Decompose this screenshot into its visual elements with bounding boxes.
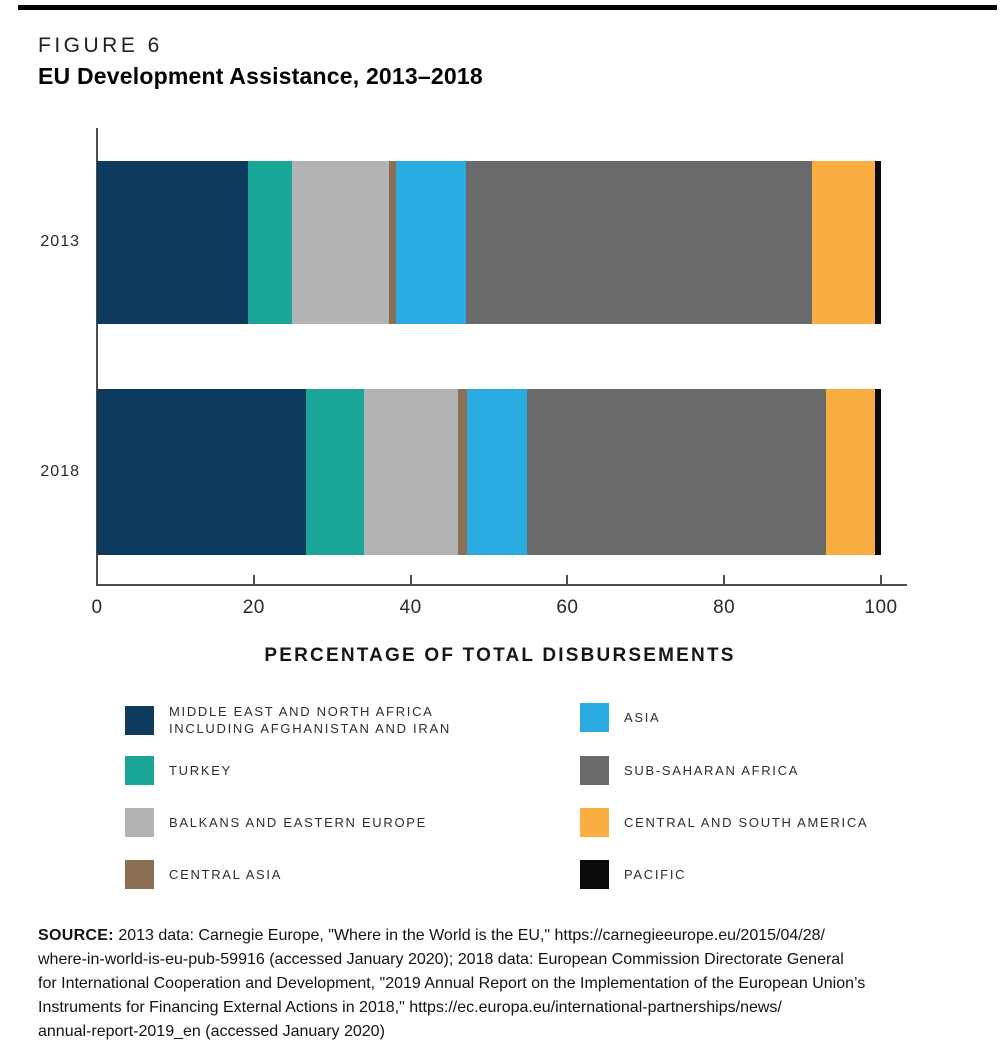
source-prefix: SOURCE: [38,927,114,944]
legend-label-asia: ASIA [624,710,661,725]
source-line: where-in-world-is-eu-pub-59916 (accessed… [38,951,844,968]
bar-segment-2018-balkans [363,389,459,555]
x-tick-label-80: 80 [713,597,736,618]
x-tick-label-40: 40 [399,597,422,618]
bar-segment-2018-ssa [526,389,827,555]
x-tick-label-20: 20 [242,597,265,618]
category-label-2013: 2013 [40,233,80,250]
legend-label-pacific: PACIFIC [624,867,687,882]
legend-label-balkans: BALKANS AND EASTERN EUROPE [169,815,428,830]
category-label-2018: 2018 [40,463,80,480]
legend-swatch-asia [580,703,609,732]
bar-segment-2013-csa [811,161,875,324]
stacked-bar-2013 [97,161,881,324]
legend-item-mena: MIDDLE EAST AND NORTH AFRICA INCLUDING AF… [125,703,451,737]
legend-swatch-mena [125,705,154,735]
bar-segment-2013-asia [396,161,467,324]
x-tick-80 [723,575,726,585]
x-tick-label-60: 60 [556,597,579,618]
bar-segment-2018-central-asia [458,389,467,555]
legend-item-central-asia: CENTRAL ASIA [125,860,282,889]
bar-segment-2013-mena [97,161,248,324]
bar-segment-2013-ssa [466,161,812,324]
legend-swatch-csa [580,808,609,837]
bar-segment-2013-central-asia [388,161,397,324]
legend-label-mena: MIDDLE EAST AND NORTH AFRICA INCLUDING AF… [169,704,451,736]
bar-segment-2018-asia [467,389,527,555]
figure-title: EU Development Assistance, 2013–2018 [38,63,483,89]
bar-segment-2018-mena [97,389,307,555]
x-tick-label-100: 100 [864,597,898,618]
x-axis-line [96,584,907,586]
legend-item-pacific: PACIFIC [580,860,686,889]
stacked-bar-2018 [97,389,881,555]
legend-swatch-balkans [125,808,154,837]
source-note: SOURCE: 2013 data: Carnegie Europe, "Whe… [38,924,978,1044]
legend-swatch-central-asia [125,860,154,889]
x-tick-60 [566,575,569,585]
legend-label-ssa: SUB-SAHARAN AFRICA [624,763,800,778]
bar-segment-2018-csa [826,389,876,555]
legend-item-csa: CENTRAL AND SOUTH AMERICA [580,808,868,837]
legend-item-asia: ASIA [580,703,660,732]
source-line: Instruments for Financing External Actio… [38,999,782,1016]
bar-segment-2013-turkey [247,161,293,324]
legend-swatch-ssa [580,756,609,785]
legend-item-balkans: BALKANS AND EASTERN EUROPE [125,808,427,837]
figure-top-rule [18,5,997,10]
legend-label-turkey: TURKEY [169,763,232,778]
x-tick-0 [96,575,98,585]
source-line: SOURCE: 2013 data: Carnegie Europe, "Whe… [38,924,978,948]
legend-label-csa: CENTRAL AND SOUTH AMERICA [624,815,869,830]
x-axis-title: PERCENTAGE OF TOTAL DISBURSEMENTS [264,645,736,666]
legend-swatch-pacific [580,860,609,889]
legend-item-ssa: SUB-SAHARAN AFRICA [580,756,799,785]
source-line: annual-report-2019_en (accessed January … [38,1023,385,1040]
source-line-text: 2013 data: Carnegie Europe, "Where in th… [113,927,825,944]
bar-segment-2018-pacific [875,389,881,555]
bar-segment-2013-pacific [874,161,881,324]
x-tick-100 [880,575,882,585]
legend-swatch-turkey [125,756,154,785]
y-axis-line [96,128,98,586]
x-tick-40 [409,575,412,585]
x-tick-label-0: 0 [91,597,103,618]
source-line: for International Cooperation and Develo… [38,975,866,992]
x-tick-20 [252,575,255,585]
bar-segment-2018-turkey [306,389,364,555]
legend-item-turkey: TURKEY [125,756,232,785]
figure-label: FIGURE 6 [38,34,163,57]
bar-segment-2013-balkans [292,161,389,324]
legend-label-central-asia: CENTRAL ASIA [169,867,283,882]
